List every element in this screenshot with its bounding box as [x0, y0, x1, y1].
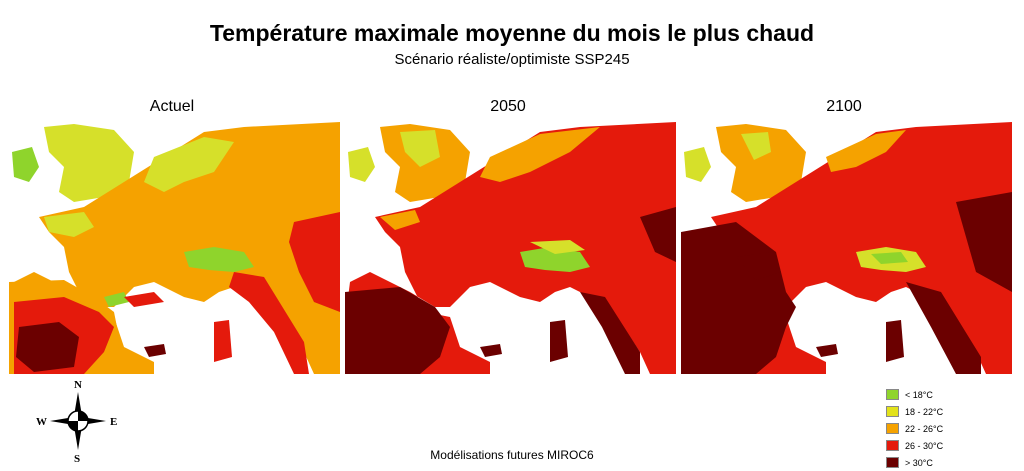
zone-very-hot [16, 322, 166, 372]
map-title: Température maximale moyenne du mois le … [209, 20, 815, 46]
map-panel-2100 [681, 122, 1012, 374]
legend-item: 18 - 22°C [886, 403, 943, 420]
legend-label: 18 - 22°C [905, 406, 944, 417]
legend: < 18°C 18 - 22°C 22 - 26°C 26 - 30°C > 3… [886, 386, 943, 471]
panel-label-2100: 2100 [826, 98, 862, 115]
legend-swatch [886, 423, 899, 434]
zone-very-hot [345, 207, 676, 374]
compass-n: N [74, 379, 82, 391]
legend-item: 26 - 30°C [886, 437, 943, 454]
compass-s: S [74, 453, 80, 464]
footer-note: Modélisations futures MIROC6 [430, 448, 594, 462]
map-subtitle: Scénario réaliste/optimiste SSP245 [394, 51, 630, 68]
zone-cool [44, 137, 254, 307]
legend-item: < 18°C [886, 386, 943, 403]
panel-label-actuel: Actuel [149, 98, 195, 115]
legend-swatch [886, 389, 899, 400]
map-panel-actuel [9, 122, 340, 374]
map-panel-2050 [345, 122, 676, 374]
compass-w: W [36, 416, 47, 428]
land-base [345, 122, 676, 374]
compass-rose-icon: N S W E [36, 379, 117, 464]
compass-e: E [110, 416, 117, 428]
zone-very-hot [681, 192, 1012, 374]
zone-moderate [826, 130, 926, 272]
legend-label: 22 - 26°C [905, 423, 944, 434]
zone-hot [14, 212, 340, 374]
legend-swatch [886, 440, 899, 451]
panel-label-2050: 2050 [490, 98, 526, 115]
legend-item: 22 - 26°C [886, 420, 943, 437]
land-base [681, 122, 1012, 374]
zone-moderate [380, 127, 600, 272]
legend-label: 26 - 30°C [905, 440, 944, 451]
legend-label: > 30°C [905, 457, 933, 468]
legend-swatch [886, 406, 899, 417]
legend-label: < 18°C [905, 389, 933, 400]
